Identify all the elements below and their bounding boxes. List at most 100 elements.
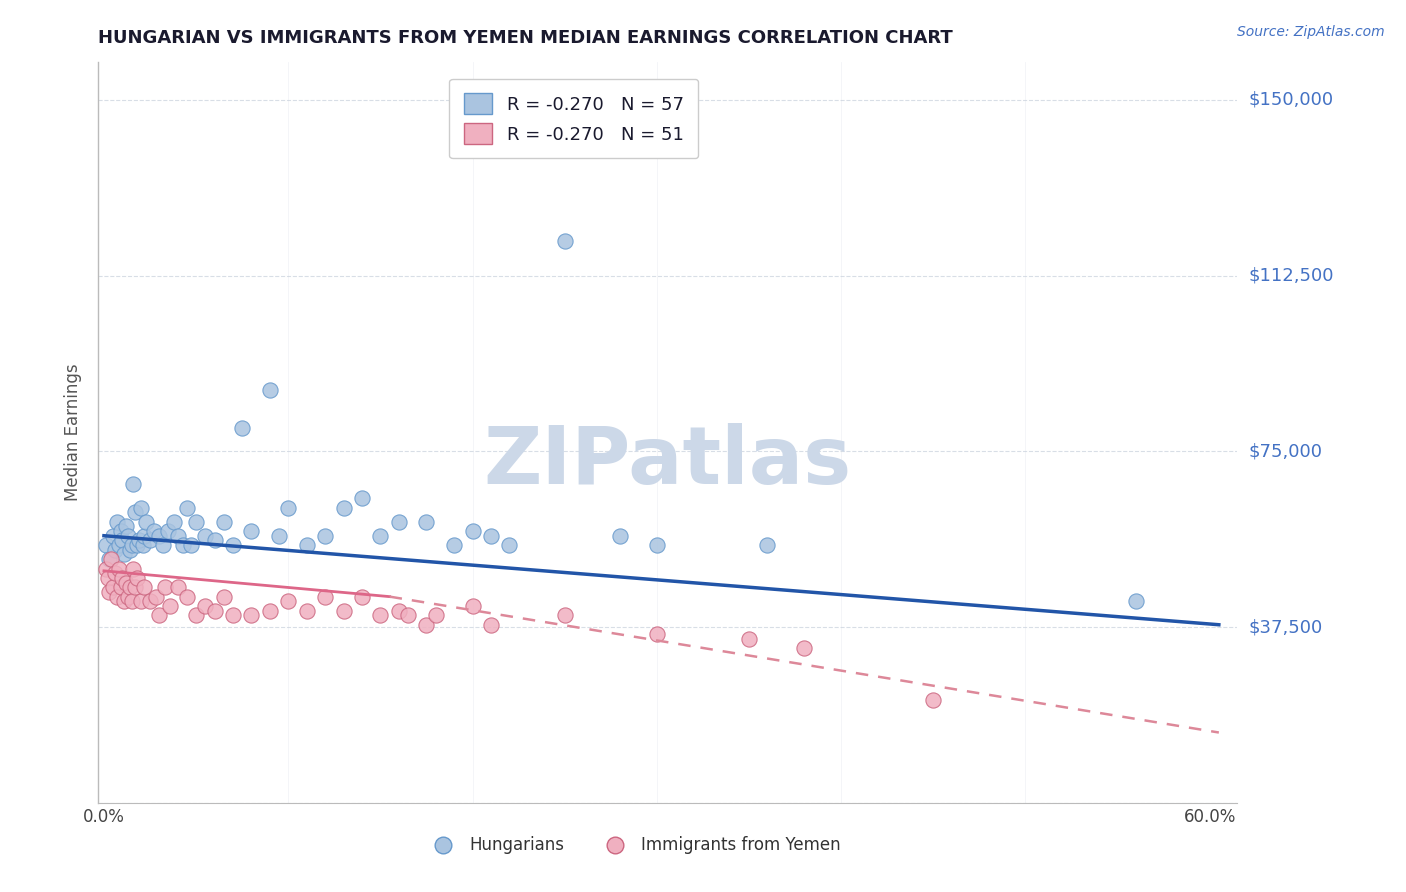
Point — [415, 617, 437, 632]
Point — [145, 590, 167, 604]
Point — [124, 505, 146, 519]
Point — [118, 580, 141, 594]
Point — [148, 529, 170, 543]
Point — [121, 594, 143, 608]
Point — [117, 529, 139, 543]
Point — [609, 529, 631, 543]
Point — [180, 538, 202, 552]
Text: $37,500: $37,500 — [1249, 618, 1323, 636]
Point — [554, 608, 576, 623]
Point — [166, 529, 188, 543]
Point — [645, 538, 668, 552]
Point — [554, 234, 576, 248]
Point — [194, 529, 217, 543]
Point — [115, 519, 138, 533]
Point — [212, 515, 235, 529]
Point — [129, 500, 152, 515]
Point — [204, 604, 226, 618]
Point — [756, 538, 779, 552]
Point — [479, 529, 502, 543]
Point — [240, 608, 263, 623]
Point — [350, 491, 373, 506]
Point — [176, 500, 198, 515]
Point — [135, 515, 157, 529]
Point — [110, 580, 132, 594]
Point — [277, 594, 299, 608]
Point — [124, 580, 146, 594]
Point — [184, 515, 207, 529]
Point — [793, 641, 815, 656]
Point — [157, 524, 180, 538]
Point — [176, 590, 198, 604]
Point — [98, 585, 121, 599]
Point — [134, 529, 156, 543]
Point — [118, 542, 141, 557]
Point — [277, 500, 299, 515]
Point — [166, 580, 188, 594]
Point — [172, 538, 194, 552]
Point — [163, 515, 186, 529]
Text: $75,000: $75,000 — [1249, 442, 1323, 460]
Point — [350, 590, 373, 604]
Point — [240, 524, 263, 538]
Point — [148, 608, 170, 623]
Point — [295, 538, 318, 552]
Point — [153, 580, 176, 594]
Point — [314, 529, 336, 543]
Point — [111, 533, 134, 548]
Point — [388, 604, 411, 618]
Point — [498, 538, 520, 552]
Point — [100, 552, 122, 566]
Point — [461, 599, 484, 613]
Point — [425, 608, 447, 623]
Point — [111, 571, 134, 585]
Point — [117, 590, 139, 604]
Point — [443, 538, 465, 552]
Text: HUNGARIAN VS IMMIGRANTS FROM YEMEN MEDIAN EARNINGS CORRELATION CHART: HUNGARIAN VS IMMIGRANTS FROM YEMEN MEDIA… — [98, 29, 953, 47]
Point — [184, 608, 207, 623]
Point — [104, 566, 127, 581]
Point — [159, 599, 181, 613]
Point — [222, 608, 245, 623]
Point — [152, 538, 174, 552]
Point — [461, 524, 484, 538]
Point — [115, 575, 138, 590]
Point — [267, 529, 290, 543]
Point — [259, 604, 281, 618]
Point — [105, 590, 128, 604]
Y-axis label: Median Earnings: Median Earnings — [65, 364, 83, 501]
Point — [231, 421, 253, 435]
Point — [259, 384, 281, 398]
Text: $112,500: $112,500 — [1249, 267, 1334, 285]
Point — [396, 608, 419, 623]
Point — [98, 552, 121, 566]
Point — [127, 538, 149, 552]
Point — [105, 515, 128, 529]
Point — [388, 515, 411, 529]
Point — [97, 571, 120, 585]
Point — [222, 538, 245, 552]
Point — [131, 538, 153, 552]
Point — [129, 594, 152, 608]
Point — [101, 529, 124, 543]
Point — [204, 533, 226, 548]
Point — [94, 538, 117, 552]
Point — [112, 594, 135, 608]
Point — [107, 538, 129, 552]
Point — [107, 561, 129, 575]
Point — [121, 538, 143, 552]
Point — [134, 580, 156, 594]
Point — [332, 500, 354, 515]
Text: $150,000: $150,000 — [1249, 91, 1333, 109]
Point — [101, 580, 124, 594]
Point — [295, 604, 318, 618]
Point — [127, 571, 149, 585]
Point — [112, 548, 135, 562]
Point — [104, 542, 127, 557]
Point — [139, 533, 162, 548]
Point — [194, 599, 217, 613]
Legend: Hungarians, Immigrants from Yemen: Hungarians, Immigrants from Yemen — [420, 830, 848, 861]
Point — [128, 533, 150, 548]
Text: Source: ZipAtlas.com: Source: ZipAtlas.com — [1237, 25, 1385, 39]
Point — [139, 594, 162, 608]
